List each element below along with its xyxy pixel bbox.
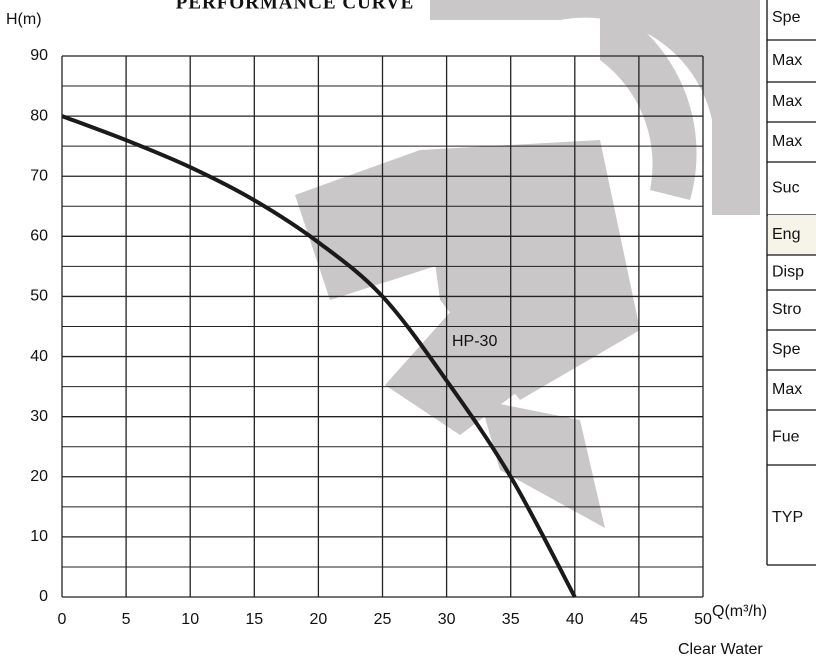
x-tick-label: 5: [122, 611, 131, 628]
table-cell: Max: [772, 93, 802, 110]
curve: [61, 114, 577, 598]
table-cell: Max: [772, 381, 802, 398]
x-tick-label: 50: [694, 611, 712, 628]
table-cell: Spe: [772, 9, 801, 26]
y-tick-label: 0: [39, 588, 48, 605]
y-axis-label: H(m): [6, 11, 42, 28]
table-cell: Stro: [772, 301, 801, 318]
grid: [61, 55, 704, 598]
table-cell: Max: [772, 52, 802, 69]
x-tick-label: 40: [566, 611, 584, 628]
x-tick-label: 30: [438, 611, 456, 628]
curve-label: HP-30: [452, 333, 497, 350]
y-tick-label: 50: [30, 288, 48, 305]
x-tick-label: 20: [310, 611, 328, 628]
table-cell: Fue: [772, 429, 800, 446]
note: Clear Water: [678, 641, 763, 658]
x-tick-label: 10: [181, 611, 199, 628]
table-cell: Eng: [772, 226, 800, 243]
y-tick-label: 30: [30, 408, 48, 425]
x-tick-label: 25: [374, 611, 392, 628]
y-tick-label: 40: [30, 348, 48, 365]
table-cell: Suc: [772, 180, 800, 197]
y-tick-label: 70: [30, 167, 48, 184]
y-tick-label: 90: [30, 47, 48, 64]
x-tick-label: 35: [502, 611, 520, 628]
y-tick-label: 80: [30, 107, 48, 124]
table-cell: Disp: [772, 264, 804, 281]
table-cell-bg: [768, 215, 816, 255]
spec-table: Spe Max Max Max Suc Eng Disp Stro Spe Max Fue TYP: [766, 0, 816, 566]
y-tick-label: 20: [30, 468, 48, 485]
x-tick-label: 45: [630, 611, 648, 628]
chart-title: PERFORMANCE CURVE: [176, 0, 415, 13]
table-cell: TYP: [772, 509, 803, 526]
x-axis-label: Q(m³/h): [712, 603, 767, 620]
y-tick-label: 60: [30, 228, 48, 245]
x-tick-label: 0: [58, 611, 67, 628]
watermark: [295, 0, 760, 528]
table-cell: Spe: [772, 341, 801, 358]
x-tick-label: 15: [245, 611, 263, 628]
table-cell: Max: [772, 133, 802, 150]
y-tick-label: 10: [30, 528, 48, 545]
